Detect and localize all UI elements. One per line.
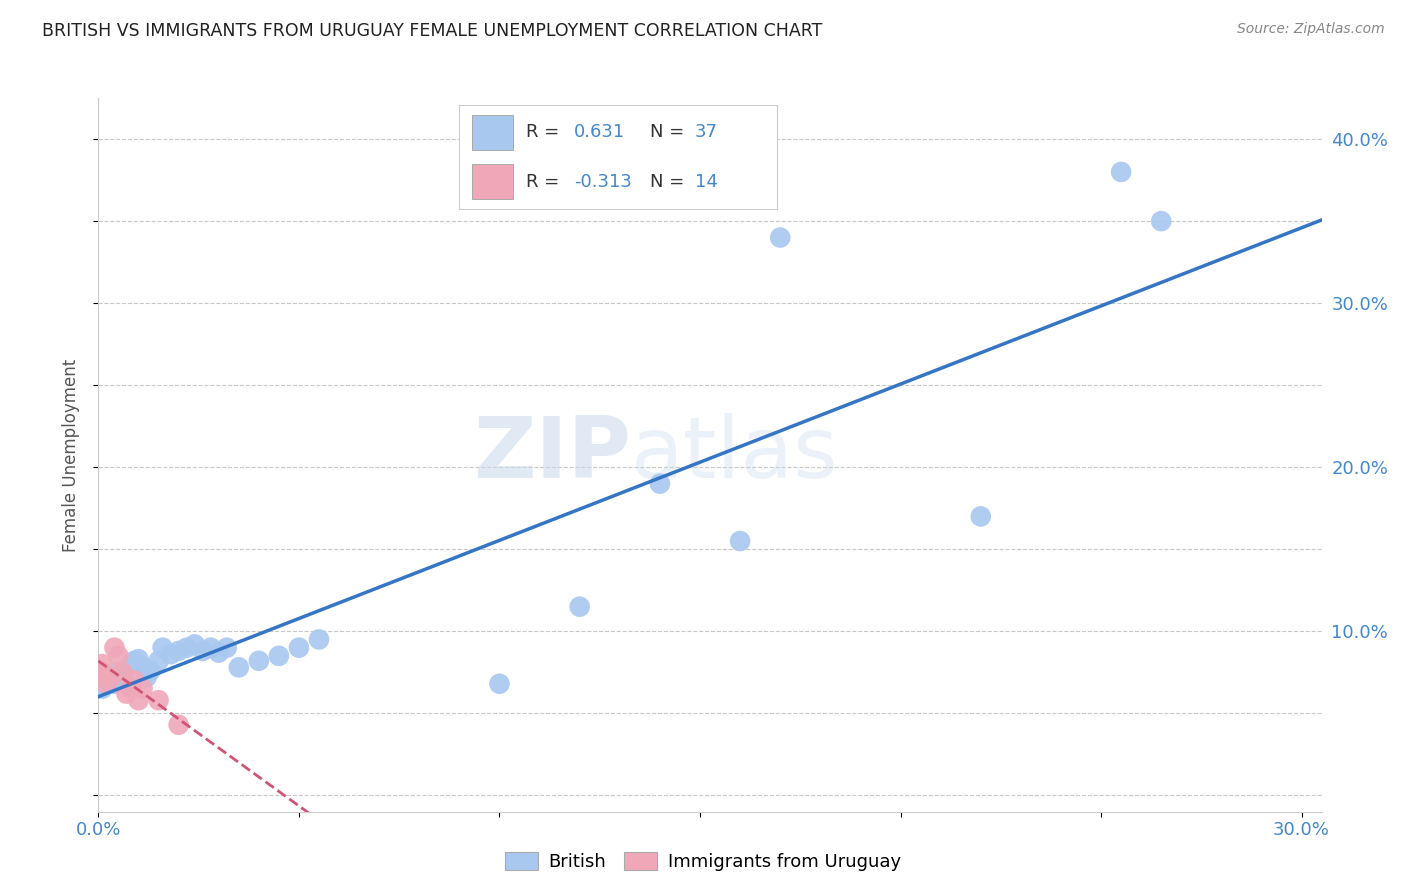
Point bbox=[115, 677, 138, 691]
Point bbox=[648, 476, 671, 491]
Point bbox=[96, 677, 118, 691]
Point bbox=[191, 644, 214, 658]
Point bbox=[103, 677, 125, 691]
Point bbox=[176, 640, 198, 655]
Point bbox=[131, 660, 153, 674]
Point bbox=[488, 677, 510, 691]
Point bbox=[288, 640, 311, 655]
Point bbox=[1150, 214, 1173, 228]
Point bbox=[308, 632, 330, 647]
Point bbox=[139, 664, 162, 678]
Point bbox=[128, 652, 150, 666]
Point bbox=[135, 670, 157, 684]
Point bbox=[148, 654, 170, 668]
Text: atlas: atlas bbox=[630, 413, 838, 497]
Text: BRITISH VS IMMIGRANTS FROM URUGUAY FEMALE UNEMPLOYMENT CORRELATION CHART: BRITISH VS IMMIGRANTS FROM URUGUAY FEMAL… bbox=[42, 22, 823, 40]
Point bbox=[159, 647, 181, 661]
Point bbox=[111, 665, 134, 680]
Text: ZIP: ZIP bbox=[472, 413, 630, 497]
Point bbox=[728, 534, 751, 549]
Point bbox=[128, 693, 150, 707]
Point bbox=[124, 673, 146, 688]
Point bbox=[96, 677, 118, 691]
Point bbox=[215, 640, 238, 655]
Point bbox=[183, 637, 205, 651]
Point bbox=[124, 654, 146, 668]
Point bbox=[100, 670, 122, 684]
Point bbox=[247, 654, 270, 668]
Point bbox=[131, 681, 153, 696]
Point bbox=[115, 687, 138, 701]
Text: Source: ZipAtlas.com: Source: ZipAtlas.com bbox=[1237, 22, 1385, 37]
Point bbox=[167, 644, 190, 658]
Point bbox=[91, 681, 114, 696]
Point bbox=[167, 718, 190, 732]
Point bbox=[970, 509, 993, 524]
Point bbox=[152, 640, 174, 655]
Point bbox=[111, 670, 134, 684]
Point bbox=[568, 599, 591, 614]
Point bbox=[200, 640, 222, 655]
Point bbox=[120, 657, 142, 671]
Point bbox=[208, 646, 231, 660]
Point bbox=[91, 665, 114, 680]
Point bbox=[228, 660, 250, 674]
Legend: British, Immigrants from Uruguay: British, Immigrants from Uruguay bbox=[498, 845, 908, 879]
Point bbox=[103, 640, 125, 655]
Point bbox=[148, 693, 170, 707]
Point bbox=[107, 648, 129, 663]
Point bbox=[91, 673, 114, 688]
Point bbox=[267, 648, 290, 663]
Point bbox=[91, 657, 114, 671]
Y-axis label: Female Unemployment: Female Unemployment bbox=[62, 359, 80, 551]
Point bbox=[100, 670, 122, 684]
Point bbox=[1109, 165, 1132, 179]
Point bbox=[120, 681, 142, 696]
Point bbox=[769, 230, 792, 244]
Point bbox=[107, 665, 129, 680]
